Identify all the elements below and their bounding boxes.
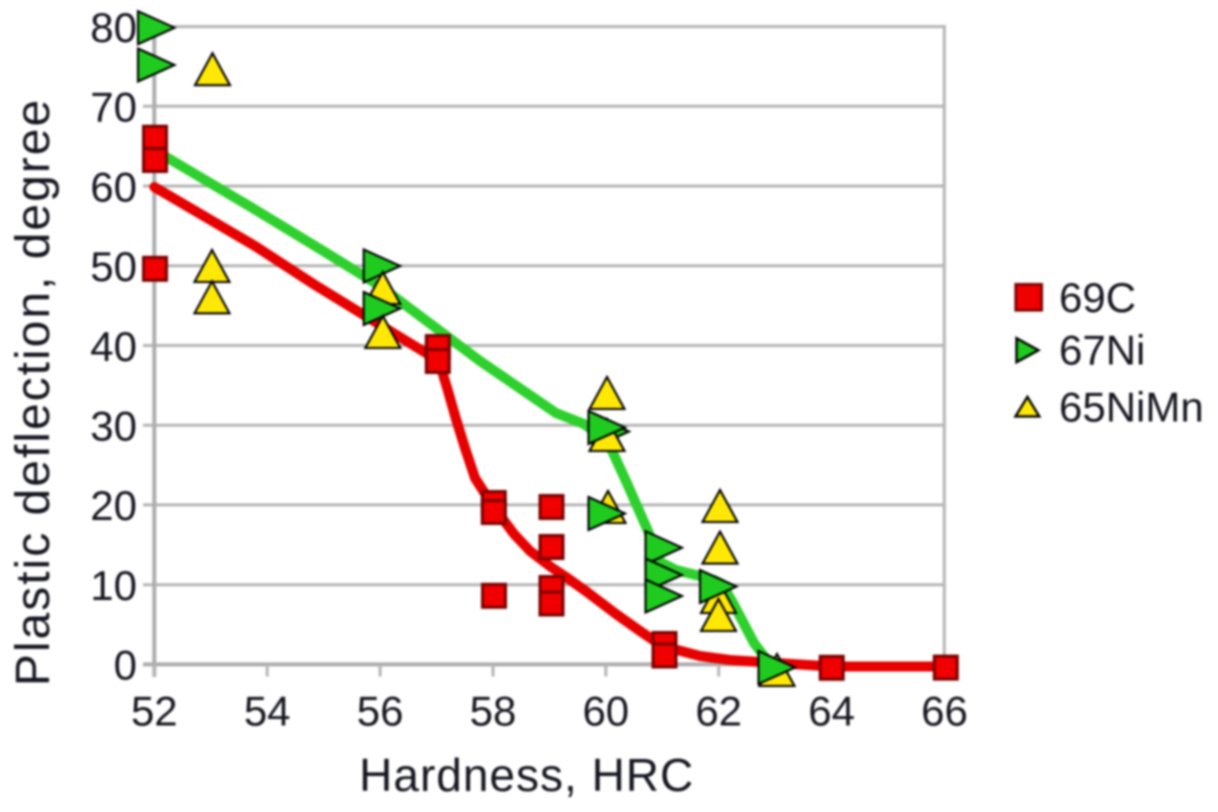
svg-text:30: 30 xyxy=(90,403,137,450)
svg-text:64: 64 xyxy=(808,688,855,735)
svg-text:80: 80 xyxy=(90,4,137,51)
svg-text:0: 0 xyxy=(114,642,137,689)
svg-text:10: 10 xyxy=(90,562,137,609)
svg-text:60: 60 xyxy=(90,163,137,210)
svg-text:66: 66 xyxy=(921,688,968,735)
svg-text:52: 52 xyxy=(131,688,178,735)
svg-text:50: 50 xyxy=(90,243,137,290)
svg-text:70: 70 xyxy=(90,84,137,131)
svg-text:20: 20 xyxy=(90,482,137,529)
svg-text:69C: 69C xyxy=(1059,274,1136,321)
svg-text:40: 40 xyxy=(90,323,137,370)
svg-text:54: 54 xyxy=(244,688,291,735)
svg-text:62: 62 xyxy=(695,688,742,735)
svg-text:Hardness, HRC: Hardness, HRC xyxy=(359,749,694,801)
svg-text:67Ni: 67Ni xyxy=(1059,327,1145,374)
svg-text:Plastic deflection, degree: Plastic deflection, degree xyxy=(7,98,60,686)
svg-text:56: 56 xyxy=(357,688,404,735)
svg-text:65NiMn: 65NiMn xyxy=(1059,383,1204,430)
svg-text:58: 58 xyxy=(470,688,517,735)
svg-text:60: 60 xyxy=(582,688,629,735)
